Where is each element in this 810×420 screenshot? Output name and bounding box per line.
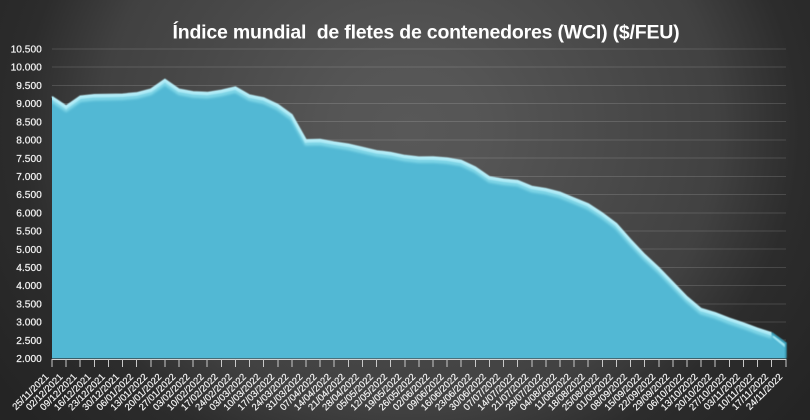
svg-text:5.000: 5.000 — [16, 245, 42, 256]
svg-text:3.500: 3.500 — [16, 299, 42, 310]
svg-text:Índice mundial de fletes de c: Índice mundial de fletes de contenedores… — [173, 20, 680, 43]
svg-text:7.000: 7.000 — [16, 172, 42, 183]
svg-text:6.500: 6.500 — [16, 190, 42, 201]
svg-text:4.500: 4.500 — [16, 263, 42, 274]
svg-text:8.000: 8.000 — [16, 136, 42, 147]
svg-text:5.500: 5.500 — [16, 227, 42, 238]
svg-text:7.500: 7.500 — [16, 154, 42, 165]
svg-text:9.500: 9.500 — [16, 81, 42, 92]
svg-text:6.000: 6.000 — [16, 208, 42, 219]
svg-text:4.000: 4.000 — [16, 281, 42, 292]
svg-text:2.000: 2.000 — [16, 354, 42, 365]
svg-text:8.500: 8.500 — [16, 117, 42, 128]
svg-text:3.000: 3.000 — [16, 318, 42, 329]
svg-text:10.500: 10.500 — [11, 45, 42, 56]
svg-text:9.000: 9.000 — [16, 99, 42, 110]
svg-text:10.000: 10.000 — [11, 63, 42, 74]
svg-text:2.500: 2.500 — [16, 336, 42, 347]
